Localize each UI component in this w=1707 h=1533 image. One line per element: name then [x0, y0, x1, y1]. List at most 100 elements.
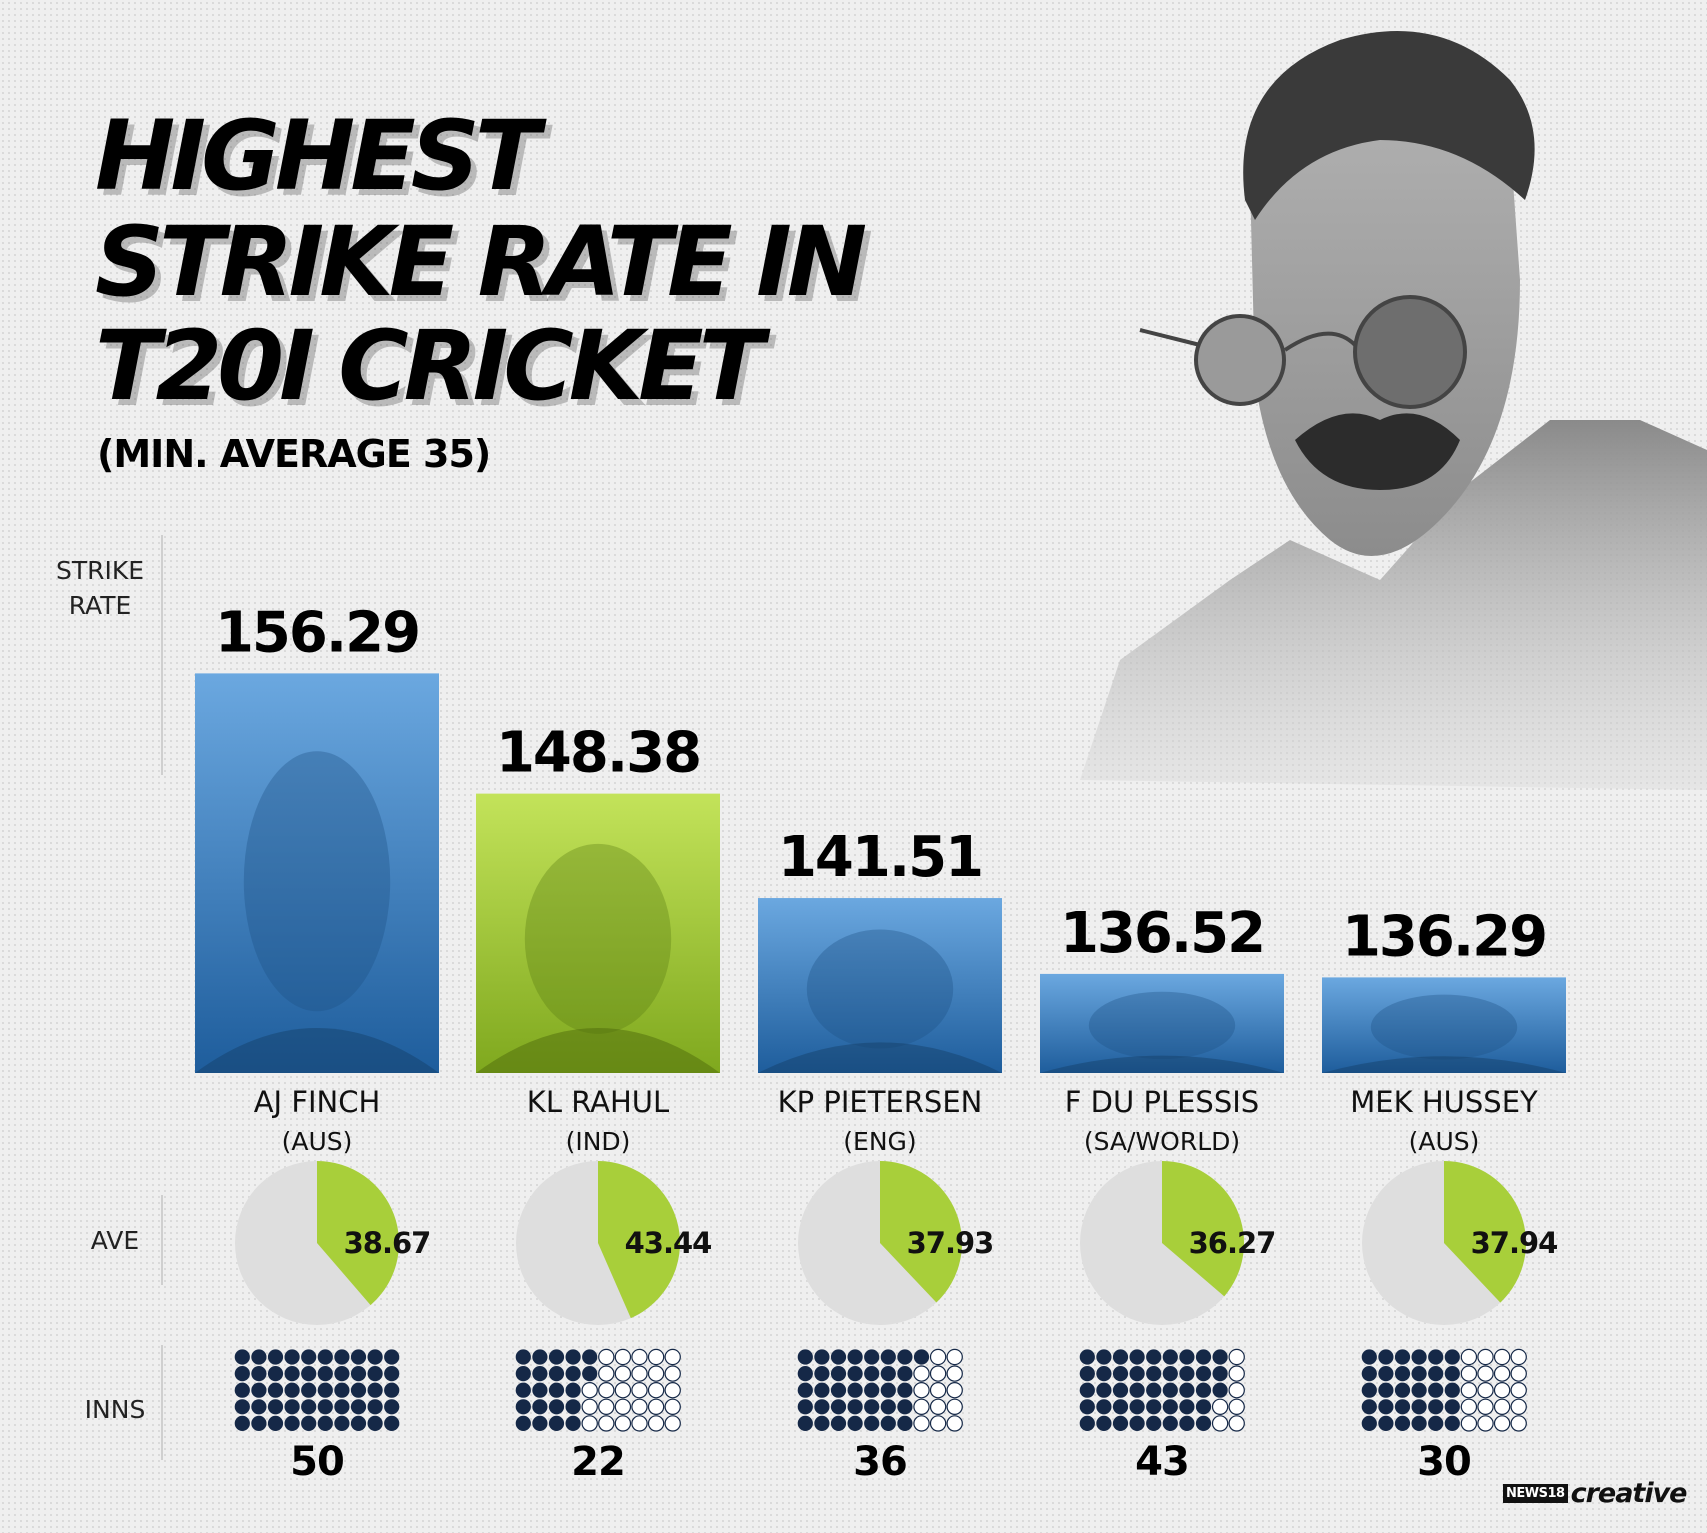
- innings-dot-empty: [913, 1415, 930, 1432]
- innings-dot-empty: [647, 1415, 665, 1432]
- innings-dot-empty: [946, 1398, 963, 1416]
- innings-dot-filled: [367, 1366, 383, 1382]
- innings-dot-filled: [267, 1382, 284, 1398]
- innings-dot-filled: [1179, 1366, 1195, 1382]
- innings-dot-empty: [946, 1415, 963, 1432]
- strike-rate-axis-rule: [161, 535, 163, 775]
- innings-dot-filled: [830, 1415, 847, 1431]
- player-name-label: MEK HUSSEY: [1350, 1085, 1538, 1119]
- innings-dot-filled: [1428, 1349, 1444, 1365]
- innings-dot-empty: [1477, 1415, 1494, 1432]
- innings-dot-filled: [1195, 1366, 1212, 1382]
- innings-dot-filled: [1444, 1399, 1460, 1415]
- innings-dot-filled: [1096, 1366, 1112, 1382]
- innings-dot-filled: [1361, 1382, 1377, 1398]
- player-country-label: (ENG): [843, 1127, 916, 1156]
- innings-dot-filled: [515, 1399, 531, 1415]
- innings-dot-filled: [384, 1349, 400, 1365]
- innings-dot-filled: [251, 1382, 267, 1398]
- innings-dot-filled: [301, 1399, 317, 1415]
- innings-dot-filled: [1096, 1349, 1112, 1365]
- player-photo-silhouette: [1370, 994, 1518, 1060]
- innings-dot-empty: [614, 1348, 632, 1366]
- innings-dot-filled: [1411, 1349, 1427, 1365]
- innings-dot-filled: [350, 1349, 367, 1365]
- innings-dot-filled: [1361, 1366, 1377, 1382]
- innings-dot-filled: [1378, 1382, 1394, 1398]
- innings-dot-filled: [1195, 1415, 1212, 1431]
- brand-badge: NEWS18: [1503, 1483, 1568, 1503]
- innings-dot-filled: [251, 1399, 267, 1415]
- title-line-1: HIGHEST: [95, 100, 540, 212]
- innings-dot-empty: [1493, 1398, 1511, 1416]
- innings-dot-filled: [897, 1415, 913, 1431]
- innings-dot-filled: [1179, 1399, 1195, 1415]
- innings-dot-empty: [1510, 1398, 1527, 1416]
- innings-dot-filled: [317, 1366, 333, 1382]
- title-line-2: STRIKE RATE IN: [95, 206, 867, 318]
- innings-dot-filled: [1428, 1366, 1444, 1382]
- innings-dot-empty: [1228, 1348, 1245, 1366]
- innings-dot-filled: [1411, 1382, 1427, 1398]
- innings-dot-filled: [334, 1399, 350, 1415]
- strike-rate-value-label: 136.52: [1060, 901, 1264, 966]
- innings-dot-empty: [647, 1381, 665, 1399]
- innings-dot-empty: [1460, 1398, 1478, 1416]
- innings-dot-filled: [897, 1399, 913, 1415]
- innings-dot-filled: [548, 1382, 565, 1398]
- innings-dot-empty: [1493, 1415, 1511, 1432]
- innings-dot-filled: [334, 1349, 350, 1365]
- innings-dot-filled: [350, 1366, 367, 1382]
- innings-dot-filled: [384, 1399, 400, 1415]
- player-country-label: (AUS): [1409, 1127, 1480, 1156]
- innings-dot-filled: [1129, 1399, 1145, 1415]
- innings-dot-filled: [317, 1399, 333, 1415]
- innings-dot-empty: [664, 1365, 681, 1382]
- average-value-label: 43.44: [625, 1226, 712, 1260]
- innings-dot-filled: [1378, 1399, 1394, 1415]
- innings-dot-empty: [1460, 1381, 1478, 1399]
- innings-dot-filled: [1378, 1349, 1394, 1365]
- innings-dot-filled: [548, 1415, 565, 1431]
- innings-dot-filled: [548, 1349, 565, 1365]
- innings-dot-filled: [1146, 1366, 1162, 1382]
- innings-dot-empty: [631, 1398, 648, 1416]
- innings-dot-filled: [1394, 1382, 1411, 1398]
- innings-dot-filled: [267, 1349, 284, 1365]
- player-name-label: KL RAHUL: [527, 1085, 669, 1119]
- innings-dot-empty: [647, 1348, 665, 1366]
- innings-dot-empty: [664, 1398, 681, 1416]
- average-value-label: 36.27: [1189, 1226, 1276, 1260]
- innings-dot-empty: [1228, 1381, 1245, 1399]
- innings-dot-filled: [267, 1366, 284, 1382]
- innings-dot-filled: [565, 1366, 581, 1382]
- innings-dot-filled: [532, 1415, 548, 1431]
- innings-dot-filled: [1146, 1399, 1162, 1415]
- innings-dot-empty: [614, 1365, 632, 1382]
- innings-dot-filled: [1212, 1366, 1228, 1382]
- player-photo-silhouette: [1088, 991, 1236, 1060]
- innings-dot-filled: [1361, 1415, 1377, 1431]
- innings-dot-filled: [1079, 1366, 1095, 1382]
- player-name-label: F DU PLESSIS: [1065, 1085, 1259, 1119]
- innings-dot-filled: [797, 1399, 813, 1415]
- innings-dot-filled: [1129, 1349, 1145, 1365]
- innings-dot-filled: [913, 1349, 930, 1365]
- featured-player-illustration: [1080, 31, 1707, 790]
- innings-dot-filled: [317, 1415, 333, 1431]
- innings-dot-empty: [631, 1415, 648, 1432]
- innings-dot-empty: [664, 1381, 681, 1399]
- innings-dot-filled: [1179, 1415, 1195, 1431]
- innings-dot-filled: [1195, 1399, 1212, 1415]
- average-value-label: 37.94: [1471, 1226, 1558, 1260]
- brand-logo: NEWS18 creative: [1503, 1478, 1687, 1509]
- strike-rate-axis-label: STRIKE RATE: [55, 556, 145, 620]
- innings-dot-empty: [946, 1348, 963, 1366]
- innings-dot-filled: [1428, 1415, 1444, 1431]
- average-value-label: 38.67: [344, 1226, 431, 1260]
- innings-dot-filled: [797, 1349, 813, 1365]
- player-photo-silhouette: [524, 843, 672, 1034]
- innings-dot-empty: [929, 1365, 947, 1382]
- innings-dot-filled: [1112, 1415, 1129, 1431]
- innings-dot-filled: [1079, 1415, 1095, 1431]
